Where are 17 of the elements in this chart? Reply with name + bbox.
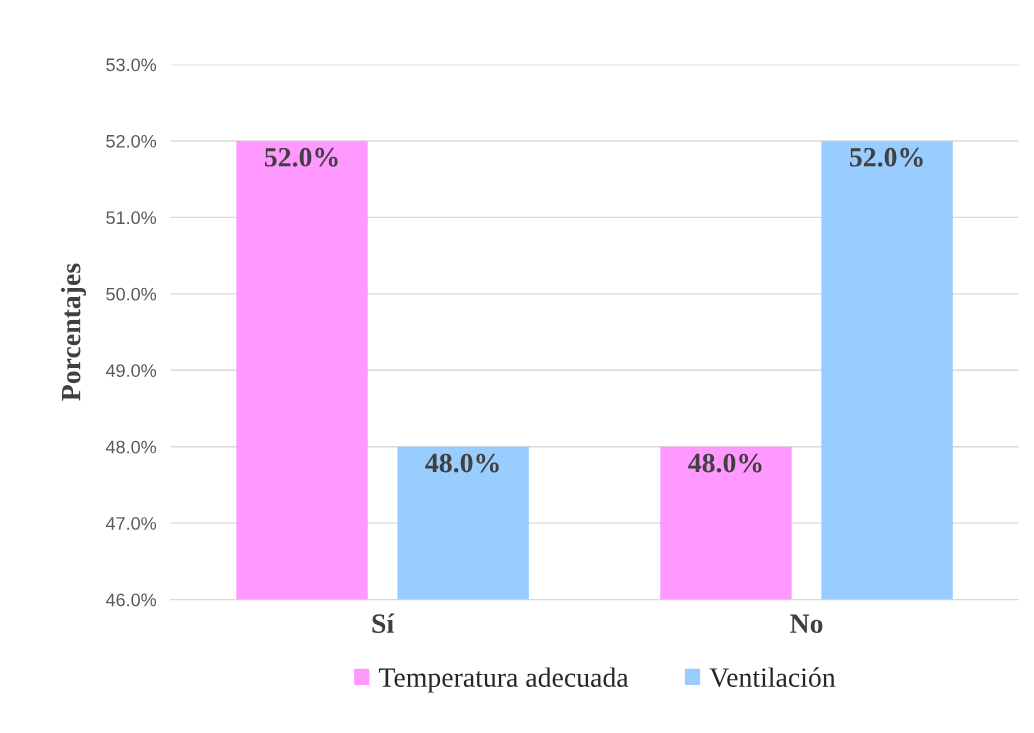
y-tick-label: 48.0%: [105, 440, 157, 454]
x-tick-label: Sí: [372, 613, 395, 634]
y-tick-label: 53.0%: [106, 58, 157, 72]
data-label: 52.0%: [264, 147, 338, 167]
y-tick-label: 50.0%: [106, 287, 157, 301]
data-label: 52.0%: [849, 147, 923, 167]
data-label: 48.0%: [688, 453, 762, 473]
y-axis-title: Porcentajes: [60, 263, 87, 401]
y-tick-label: 51.0%: [106, 211, 157, 225]
legend-label: Ventilación: [709, 667, 836, 688]
y-tick-label: 47.0%: [105, 517, 157, 530]
data-label: 48.0%: [425, 453, 499, 473]
y-tick-label: 49.0%: [105, 364, 157, 377]
x-tick-label: No: [790, 614, 823, 634]
y-tick-label: 52.0%: [106, 134, 157, 148]
y-tick-label: 46.0%: [105, 593, 157, 607]
legend-label: Temperatura adecuada: [378, 667, 629, 693]
